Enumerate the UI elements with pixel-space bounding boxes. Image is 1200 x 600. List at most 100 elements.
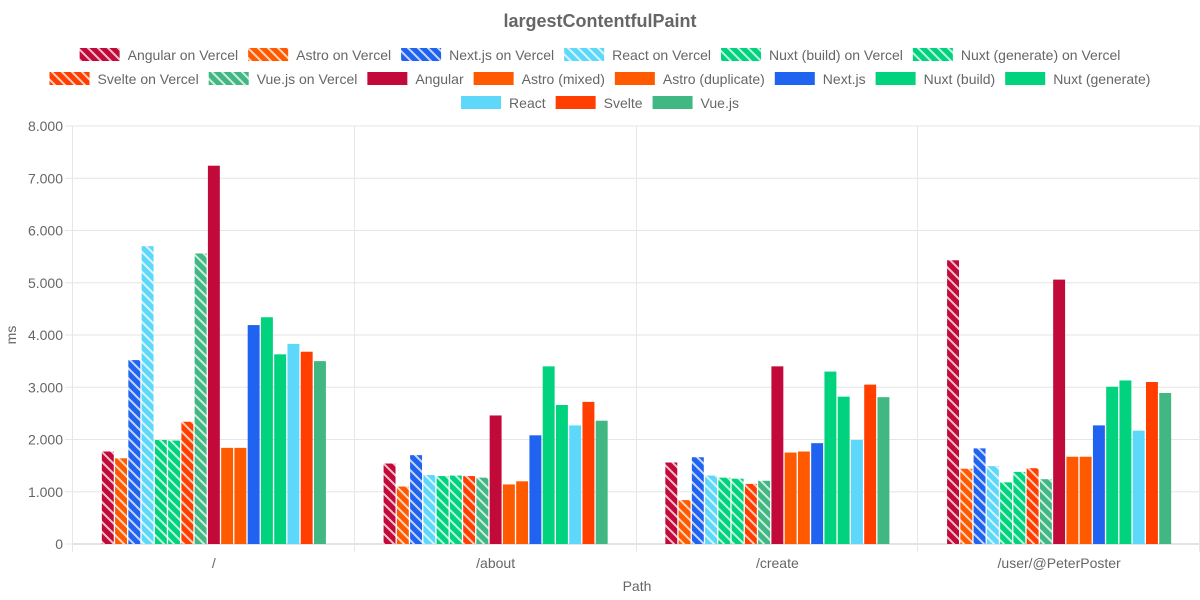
bar-angular-4[interactable]	[1053, 279, 1066, 544]
bar-nuxt-build-1[interactable]	[260, 317, 273, 544]
legend-item-svelte-on-vercel[interactable]: Svelte on Vercel	[49, 71, 199, 87]
bar-vue-js-4[interactable]	[1159, 392, 1172, 544]
bar-angular-on-vercel-3[interactable]	[665, 462, 678, 544]
bar-svelte-on-vercel-2[interactable]	[463, 476, 476, 544]
bar-angular-on-vercel-4[interactable]	[947, 260, 960, 544]
bar-react-on-vercel-4[interactable]	[986, 466, 999, 544]
bar-react-on-vercel-3[interactable]	[705, 475, 718, 544]
bar-vue-js-on-vercel-3[interactable]	[758, 480, 771, 544]
legend-item-vue-js[interactable]: Vue.js	[652, 95, 739, 111]
legend-item-next-js-on-vercel[interactable]: Next.js on Vercel	[401, 47, 554, 63]
legend-item-angular[interactable]: Angular	[367, 71, 464, 87]
bar-svelte-2[interactable]	[582, 401, 595, 544]
bar-nuxt-generate-1[interactable]	[274, 354, 287, 544]
legend-swatch	[564, 48, 605, 61]
bar-next-js-3[interactable]	[811, 443, 824, 544]
legend-swatch	[721, 48, 761, 61]
chart-title: largestContentfulPaint	[503, 11, 696, 31]
bar-nuxt-build-3[interactable]	[824, 371, 837, 544]
bar-nuxt-generate-3[interactable]	[837, 396, 850, 544]
bar-nuxt-build-on-vercel-3[interactable]	[718, 477, 731, 544]
legend-label: Angular on Vercel	[128, 47, 239, 63]
bar-svelte-on-vercel-4[interactable]	[1026, 468, 1039, 544]
bar-next-js-1[interactable]	[247, 325, 260, 544]
bar-astro-duplicate-4[interactable]	[1079, 456, 1092, 544]
legend-item-angular-on-vercel[interactable]: Angular on Vercel	[79, 47, 239, 63]
legend-item-nuxt-build[interactable]: Nuxt (build)	[875, 71, 996, 87]
bar-react-on-vercel-1[interactable]	[141, 246, 154, 545]
bar-astro-on-vercel-1[interactable]	[115, 458, 128, 544]
bar-svelte-1[interactable]	[300, 351, 313, 544]
y-tick-label: 7.000	[28, 170, 63, 186]
legend-item-react-on-vercel[interactable]: React on Vercel	[564, 47, 711, 63]
legend-item-svelte[interactable]: Svelte	[555, 95, 643, 111]
legend-item-astro-duplicate[interactable]: Astro (duplicate)	[614, 71, 765, 87]
bar-svelte-3[interactable]	[864, 384, 877, 544]
x-tick-label: /user/@PeterPoster	[998, 555, 1121, 571]
bar-vue-js-on-vercel-4[interactable]	[1039, 479, 1052, 544]
bar-angular-on-vercel-1[interactable]	[101, 451, 114, 544]
bar-astro-on-vercel-3[interactable]	[678, 500, 691, 544]
bar-react-1[interactable]	[287, 343, 300, 544]
bar-nuxt-generate-on-vercel-4[interactable]	[1013, 471, 1026, 544]
bar-svelte-on-vercel-3[interactable]	[744, 483, 757, 544]
y-axis-title: ms	[3, 326, 19, 345]
bar-angular-2[interactable]	[489, 415, 502, 544]
legend-item-astro-on-vercel[interactable]: Astro on Vercel	[248, 47, 391, 63]
legend-swatch	[1005, 72, 1046, 85]
bar-nuxt-generate-on-vercel-1[interactable]	[168, 440, 181, 544]
bar-astro-mixed-3[interactable]	[784, 452, 797, 544]
bar-vue-js-3[interactable]	[877, 397, 890, 544]
legend-swatch	[367, 72, 408, 85]
bar-nuxt-generate-2[interactable]	[555, 405, 568, 544]
bar-react-3[interactable]	[850, 440, 863, 544]
bar-react-4[interactable]	[1132, 430, 1145, 544]
bar-astro-duplicate-3[interactable]	[797, 451, 810, 544]
bar-nuxt-generate-on-vercel-3[interactable]	[731, 478, 744, 544]
bar-next-js-on-vercel-2[interactable]	[410, 455, 423, 544]
bar-astro-on-vercel-2[interactable]	[396, 486, 409, 544]
bar-react-2[interactable]	[569, 425, 582, 544]
legend: Angular on Vercel Astro on Vercel Next.js …	[49, 47, 1150, 111]
bar-vue-js-1[interactable]	[313, 361, 326, 544]
bar-svelte-on-vercel-1[interactable]	[181, 421, 194, 544]
legend-label: Vue.js on Vercel	[257, 71, 358, 87]
legend-item-next-js[interactable]: Next.js	[774, 71, 866, 87]
bar-vue-js-on-vercel-1[interactable]	[194, 253, 207, 545]
bar-nuxt-build-on-vercel-4[interactable]	[1000, 482, 1013, 544]
legend-swatch	[912, 48, 953, 61]
bar-angular-1[interactable]	[207, 165, 220, 544]
bar-next-js-on-vercel-1[interactable]	[128, 360, 141, 544]
bar-angular-on-vercel-2[interactable]	[383, 463, 396, 544]
bar-next-js-on-vercel-3[interactable]	[691, 457, 704, 544]
bar-astro-mixed-1[interactable]	[221, 447, 234, 544]
bar-next-js-2[interactable]	[529, 435, 542, 544]
bar-astro-on-vercel-4[interactable]	[960, 468, 973, 544]
legend-item-vue-js-on-vercel[interactable]: Vue.js on Vercel	[208, 71, 358, 87]
y-tick-label: 4.000	[28, 327, 63, 343]
legend-item-nuxt-build-on-vercel[interactable]: Nuxt (build) on Vercel	[721, 47, 903, 63]
bar-nuxt-build-4[interactable]	[1106, 386, 1119, 544]
bar-next-js-on-vercel-4[interactable]	[973, 448, 986, 544]
bar-nuxt-build-on-vercel-1[interactable]	[154, 440, 167, 544]
bar-vue-js-on-vercel-2[interactable]	[476, 477, 489, 544]
bar-angular-3[interactable]	[771, 366, 784, 544]
legend-label: Astro (mixed)	[522, 71, 605, 87]
bar-nuxt-generate-4[interactable]	[1119, 380, 1132, 544]
legend-item-nuxt-generate-on-vercel[interactable]: Nuxt (generate) on Vercel	[912, 47, 1121, 63]
bar-svelte-4[interactable]	[1145, 382, 1158, 544]
bar-astro-mixed-4[interactable]	[1066, 456, 1079, 544]
bar-react-on-vercel-2[interactable]	[423, 475, 436, 544]
bar-nuxt-generate-on-vercel-2[interactable]	[449, 475, 462, 544]
bar-nuxt-build-on-vercel-2[interactable]	[436, 476, 449, 544]
x-tick-label: /about	[476, 555, 515, 571]
legend-item-nuxt-generate[interactable]: Nuxt (generate)	[1005, 71, 1150, 87]
bar-astro-duplicate-1[interactable]	[234, 447, 247, 544]
bar-nuxt-build-2[interactable]	[542, 366, 555, 544]
bar-next-js-4[interactable]	[1092, 425, 1105, 544]
legend-item-react[interactable]: React	[461, 95, 546, 111]
legend-item-astro-mixed[interactable]: Astro (mixed)	[473, 71, 605, 87]
bar-vue-js-2[interactable]	[595, 420, 608, 544]
bar-astro-duplicate-2[interactable]	[516, 481, 529, 544]
bar-astro-mixed-2[interactable]	[502, 484, 515, 544]
